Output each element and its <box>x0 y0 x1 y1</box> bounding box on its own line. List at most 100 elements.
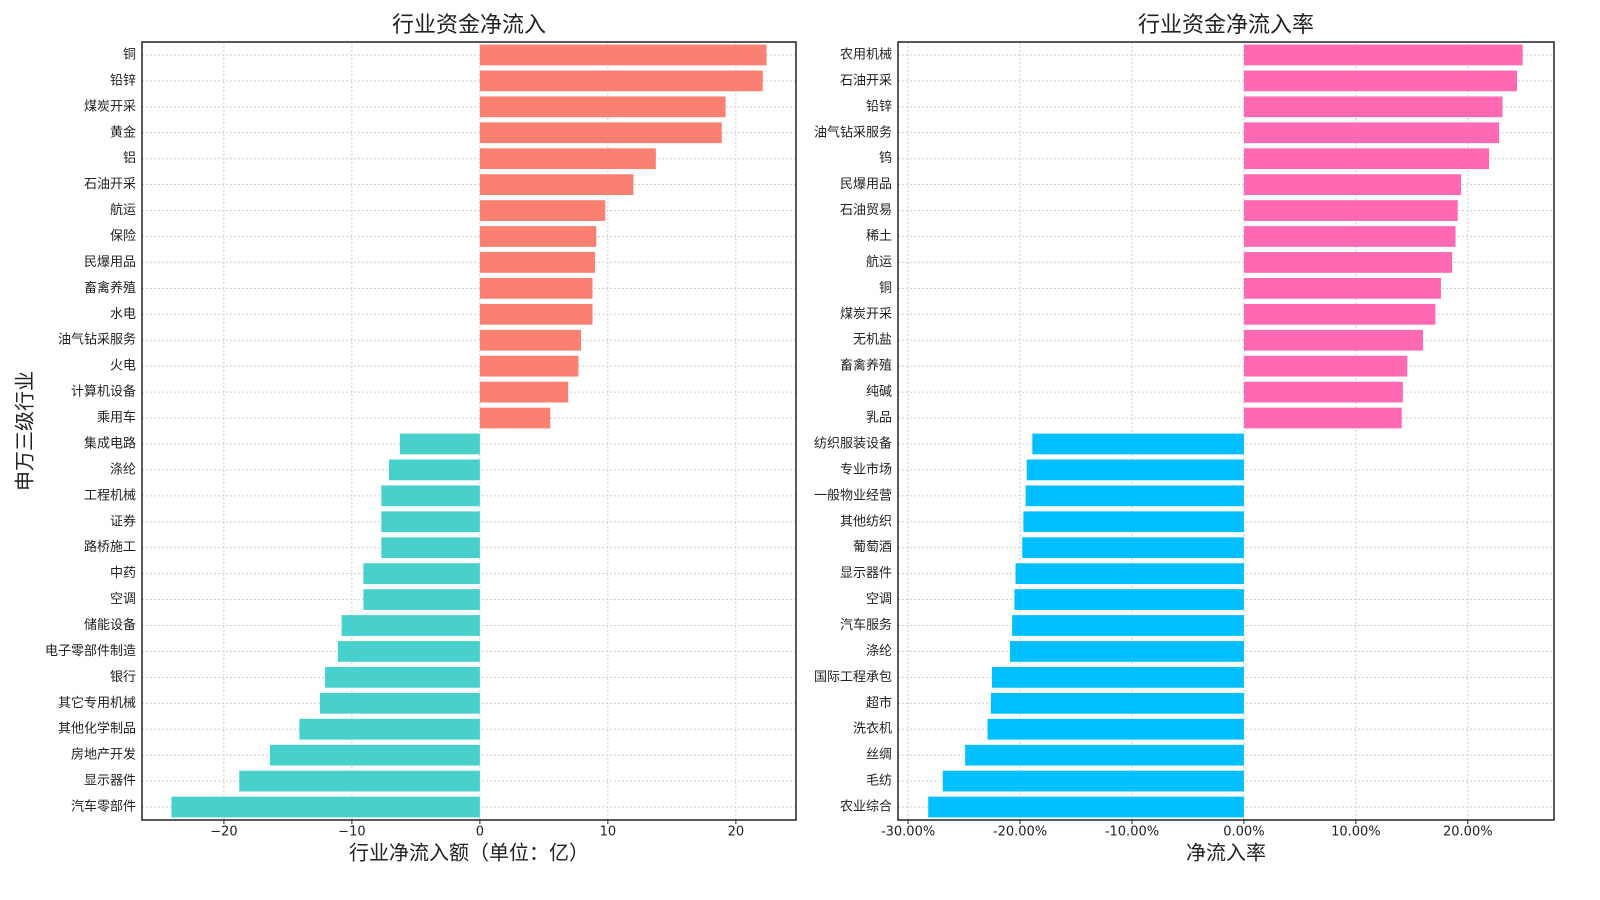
y-tick-label: 油气钻采服务 <box>814 124 892 140</box>
bar <box>479 381 569 403</box>
bar <box>337 641 480 662</box>
bar <box>299 718 480 740</box>
bar <box>381 511 480 533</box>
y-tick-label: 银行 <box>110 670 136 685</box>
y-tick-label: 铜 <box>123 47 136 62</box>
y-tick-label: 超市 <box>866 695 892 711</box>
bar <box>239 770 480 792</box>
bar <box>1014 589 1244 610</box>
y-tick-label: 显示器件 <box>84 774 136 789</box>
y-tick-label: 中药 <box>110 566 136 581</box>
bar <box>479 44 767 66</box>
bar <box>341 615 480 636</box>
y-tick-label: 火电 <box>110 359 136 374</box>
bar <box>381 537 480 559</box>
y-tick-label: 畜禽养殖 <box>840 358 892 374</box>
bar <box>363 563 480 585</box>
bar <box>269 744 480 766</box>
bar <box>1009 641 1244 662</box>
y-tick-label: 水电 <box>110 307 136 322</box>
bar <box>1243 329 1424 351</box>
y-tick-label: 畜禽养殖 <box>84 280 136 296</box>
x-tick-label: 20.00% <box>1443 825 1493 840</box>
x-tick-label: 10 <box>600 825 617 840</box>
y-tick-label: 葡萄酒 <box>853 540 892 555</box>
y-tick-label: 路桥施工 <box>84 539 136 555</box>
y-tick-label: 乘用车 <box>97 410 136 426</box>
plot-frame <box>897 41 1555 821</box>
bar <box>363 589 480 610</box>
y-tick-label: 房地产开发 <box>71 747 136 763</box>
x-tick-label: −10 <box>338 825 365 840</box>
y-tick-label: 稀土 <box>866 229 892 244</box>
bar <box>1243 303 1436 325</box>
y-tick-label: 其它专用机械 <box>58 695 136 711</box>
bar <box>1243 355 1408 377</box>
bar <box>1243 122 1500 144</box>
bar <box>479 277 593 299</box>
x-tick-label: 20 <box>728 825 745 840</box>
y-tick-label: 国际工程承包 <box>814 670 892 685</box>
y-tick-label: 计算机设备 <box>71 384 136 400</box>
bar <box>1012 615 1244 636</box>
y-tick-label: 储能设备 <box>84 617 136 633</box>
bar <box>928 796 1244 818</box>
y-tick-label: 油气钻采服务 <box>58 332 136 348</box>
bar <box>325 666 480 688</box>
y-tick-label: 汽车零部件 <box>71 799 136 815</box>
x-tick-label: −20 <box>210 825 237 840</box>
x-tick-label: 0 <box>476 825 484 840</box>
x-tick-label: 10.00% <box>1331 825 1381 840</box>
y-tick-label: 纯碱 <box>866 385 892 400</box>
y-tick-label: 航运 <box>110 202 136 218</box>
bar <box>990 692 1244 714</box>
bar <box>479 174 634 196</box>
y-tick-label: 其他化学制品 <box>58 721 136 737</box>
bar <box>1243 200 1458 221</box>
y-tick-label: 煤炭开采 <box>84 99 136 114</box>
y-tick-label: 涤纶 <box>866 644 892 659</box>
bar <box>319 692 480 714</box>
bar <box>479 226 597 247</box>
y-tick-label: 铜 <box>879 281 892 296</box>
bar <box>1026 459 1244 481</box>
bar <box>1243 277 1441 299</box>
bar <box>1015 563 1244 585</box>
y-tick-label: 航运 <box>866 254 892 270</box>
y-tick-label: 农用机械 <box>840 47 892 62</box>
x-axis-label: 净流入率 <box>1186 841 1266 865</box>
y-tick-label: 铅锌 <box>110 73 136 88</box>
bar <box>1243 407 1402 429</box>
bar <box>1025 485 1244 507</box>
bar <box>1023 511 1244 533</box>
x-tick-label: -20.00% <box>993 825 1047 840</box>
y-tick-label: 涤纶 <box>110 462 136 477</box>
bar <box>479 200 606 221</box>
bar <box>479 148 656 170</box>
chart-title: 行业资金净流入率 <box>1138 13 1314 38</box>
y-tick-label: 乳品 <box>866 411 892 426</box>
y-tick-label: 证券 <box>110 513 136 529</box>
chart-title: 行业资金净流入 <box>392 13 546 38</box>
y-tick-label: 保险 <box>110 229 136 244</box>
y-tick-label: 黄金 <box>110 124 136 140</box>
y-tick-label: 空调 <box>866 592 892 607</box>
bar <box>479 355 579 377</box>
y-tick-label: 其他纺织 <box>840 514 892 529</box>
y-tick-label: 空调 <box>110 592 136 607</box>
bar <box>479 96 726 118</box>
y-tick-label: 石油开采 <box>84 177 136 192</box>
bar <box>389 459 480 481</box>
bar <box>479 407 551 429</box>
bar <box>479 303 593 325</box>
y-tick-label: 洗衣机 <box>853 721 892 737</box>
bar <box>1243 148 1490 170</box>
x-tick-label: -30.00% <box>881 825 935 840</box>
bar <box>1243 381 1403 403</box>
bar <box>1243 96 1503 118</box>
bar <box>942 770 1244 792</box>
y-tick-label: 工程机械 <box>84 488 136 503</box>
y-tick-label: 集成电路 <box>84 435 136 451</box>
bar <box>381 485 480 507</box>
y-tick-label: 铅锌 <box>866 99 892 114</box>
